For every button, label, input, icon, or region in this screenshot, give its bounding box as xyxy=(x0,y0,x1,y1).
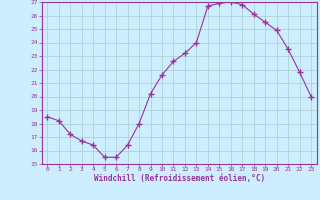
X-axis label: Windchill (Refroidissement éolien,°C): Windchill (Refroidissement éolien,°C) xyxy=(94,174,265,183)
